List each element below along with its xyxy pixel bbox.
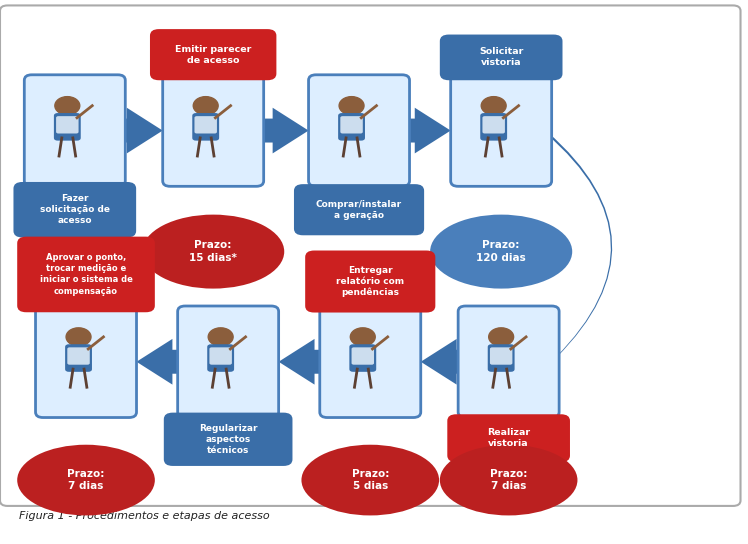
FancyBboxPatch shape	[192, 113, 219, 140]
Ellipse shape	[142, 214, 284, 289]
Text: Emitir parecer
de acesso: Emitir parecer de acesso	[175, 45, 251, 65]
FancyBboxPatch shape	[162, 75, 263, 186]
Ellipse shape	[430, 214, 572, 289]
Text: Prazo:
7 dias: Prazo: 7 dias	[490, 469, 527, 491]
Ellipse shape	[440, 445, 577, 516]
FancyBboxPatch shape	[207, 344, 234, 372]
Text: Realizar
vistoria: Realizar vistoria	[487, 428, 530, 448]
Text: Entregar
relatório com
pendências: Entregar relatório com pendências	[336, 265, 405, 298]
FancyBboxPatch shape	[67, 348, 90, 364]
Ellipse shape	[301, 445, 439, 516]
Text: Regularizar
aspectos
técnicos: Regularizar aspectos técnicos	[199, 424, 257, 455]
FancyBboxPatch shape	[25, 75, 126, 186]
FancyBboxPatch shape	[36, 306, 136, 418]
FancyBboxPatch shape	[13, 182, 136, 238]
FancyBboxPatch shape	[488, 344, 515, 372]
Circle shape	[208, 328, 233, 346]
FancyBboxPatch shape	[490, 348, 512, 364]
FancyBboxPatch shape	[308, 75, 410, 186]
FancyBboxPatch shape	[482, 116, 505, 133]
FancyBboxPatch shape	[458, 306, 559, 418]
FancyBboxPatch shape	[440, 35, 562, 81]
Text: Prazo:
120 dias: Prazo: 120 dias	[476, 240, 526, 263]
Polygon shape	[278, 339, 319, 385]
FancyBboxPatch shape	[338, 113, 365, 140]
FancyBboxPatch shape	[349, 344, 376, 372]
Text: Prazo:
7 dias: Prazo: 7 dias	[67, 469, 105, 491]
Circle shape	[193, 97, 218, 115]
FancyArrowPatch shape	[545, 132, 612, 360]
Text: Prazo:
5 dias: Prazo: 5 dias	[352, 469, 389, 491]
Polygon shape	[420, 339, 458, 385]
FancyBboxPatch shape	[352, 348, 374, 364]
Circle shape	[66, 328, 91, 346]
Circle shape	[350, 328, 375, 346]
FancyBboxPatch shape	[447, 415, 570, 462]
FancyBboxPatch shape	[319, 306, 420, 418]
FancyBboxPatch shape	[194, 116, 217, 133]
FancyBboxPatch shape	[65, 344, 92, 372]
FancyBboxPatch shape	[164, 412, 292, 466]
FancyBboxPatch shape	[54, 113, 81, 140]
Polygon shape	[136, 339, 178, 385]
Text: Figura 1 - Procedimentos e etapas de acesso: Figura 1 - Procedimentos e etapas de ace…	[19, 511, 269, 521]
FancyBboxPatch shape	[305, 250, 435, 312]
Circle shape	[55, 97, 80, 115]
FancyBboxPatch shape	[294, 184, 424, 236]
Text: Comprar/instalar
a geração: Comprar/instalar a geração	[316, 200, 402, 220]
FancyBboxPatch shape	[450, 75, 551, 186]
Polygon shape	[410, 108, 450, 153]
Circle shape	[339, 97, 364, 115]
Polygon shape	[126, 108, 162, 153]
Ellipse shape	[17, 445, 155, 516]
Circle shape	[481, 97, 506, 115]
FancyBboxPatch shape	[150, 29, 276, 81]
FancyBboxPatch shape	[209, 348, 232, 364]
FancyBboxPatch shape	[56, 116, 79, 133]
Text: Solicitar
vistoria: Solicitar vistoria	[479, 47, 524, 67]
Text: Prazo:
15 dias*: Prazo: 15 dias*	[189, 240, 237, 263]
FancyBboxPatch shape	[340, 116, 363, 133]
FancyBboxPatch shape	[480, 113, 507, 140]
FancyBboxPatch shape	[0, 5, 741, 506]
Circle shape	[488, 328, 514, 346]
Text: Fazer
solicitação de
acesso: Fazer solicitação de acesso	[40, 194, 110, 225]
Text: Aprovar o ponto,
trocar medição e
iniciar o sistema de
compensação: Aprovar o ponto, trocar medição e inicia…	[40, 254, 132, 295]
Polygon shape	[263, 108, 308, 153]
FancyBboxPatch shape	[17, 237, 155, 312]
FancyBboxPatch shape	[178, 306, 278, 418]
